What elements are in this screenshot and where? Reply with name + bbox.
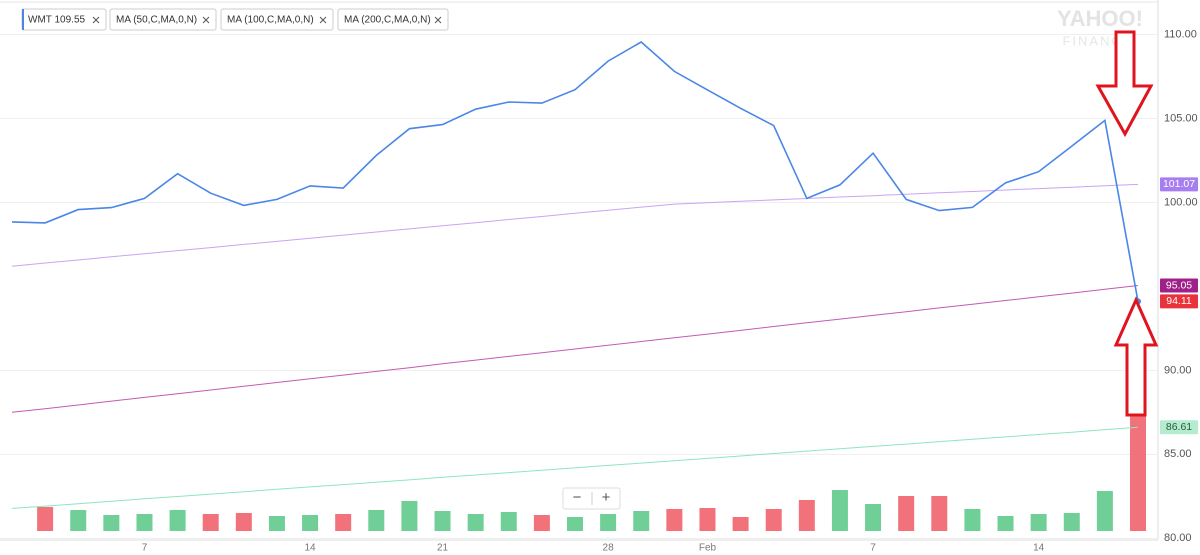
volume-bar — [401, 501, 418, 531]
legend-chip[interactable]: MA (50,C,MA,0,N) — [109, 8, 217, 31]
x-tick-label: 7 — [870, 543, 876, 554]
ma-line — [11, 285, 1139, 413]
volume-bar — [633, 511, 650, 531]
legend-label: MA (100,C,MA,0,N) — [227, 15, 314, 26]
zoom-out[interactable]: − — [573, 489, 582, 506]
badge-box — [1160, 420, 1198, 435]
volume-bar — [1030, 514, 1047, 531]
volume-bar — [434, 511, 451, 531]
volume-bar — [169, 510, 186, 531]
x-tick-label: 7 — [142, 543, 148, 554]
volume-bar — [136, 514, 153, 531]
badge-box — [1160, 278, 1198, 293]
volume-bar — [699, 508, 716, 531]
volume-bar — [931, 496, 948, 531]
x-tick-label: 14 — [1033, 543, 1045, 554]
annotation-arrow-down — [1095, 30, 1154, 138]
close-stroke — [319, 16, 327, 24]
volume-bar — [765, 509, 782, 531]
volume-bar — [103, 515, 120, 531]
y-tick-label: 85.00 — [1164, 448, 1192, 460]
chip-close[interactable] — [202, 16, 210, 24]
close-stroke — [92, 16, 100, 24]
volume-bar — [467, 514, 484, 531]
legend-label: MA (50,C,MA,0,N) — [116, 15, 197, 26]
badge-box — [1160, 294, 1198, 309]
x-tick-label: Feb — [699, 543, 717, 554]
x-tick-label: 28 — [603, 543, 615, 554]
volume-bar — [898, 496, 915, 531]
volume-bar — [865, 504, 882, 531]
volume-bar — [831, 490, 848, 531]
badge-label: 86.61 — [1166, 421, 1192, 433]
volume-bar — [70, 510, 87, 531]
volume-bar — [732, 517, 749, 531]
chip-box — [109, 8, 217, 31]
legend-label: MA (200,C,MA,0,N) — [344, 15, 431, 26]
price-line — [11, 41, 1139, 302]
volume-bar — [533, 515, 550, 531]
volume-bar — [1130, 400, 1146, 531]
volume-bar — [235, 513, 252, 531]
close-stroke — [202, 16, 210, 24]
volume-bar — [798, 500, 815, 531]
legend-chip[interactable]: WMT 109.55 — [21, 8, 107, 31]
legend-chip[interactable]: MA (100,C,MA,0,N) — [220, 8, 334, 31]
chip-box — [337, 8, 449, 31]
volume-bar — [500, 512, 517, 531]
y-tick-label: 110.00 — [1164, 28, 1197, 40]
volume-bar — [335, 514, 352, 531]
volume-bar — [202, 514, 219, 531]
badge-label: 94.11 — [1166, 295, 1192, 307]
zoom-control[interactable]: − + — [562, 487, 621, 510]
volume-bar — [567, 517, 583, 531]
ma-line — [11, 183, 1139, 267]
ma-line — [11, 426, 1139, 509]
annotation-arrow-up — [1113, 296, 1159, 417]
value-badge: 86.61 — [1160, 420, 1198, 435]
chip-close[interactable] — [434, 16, 442, 24]
chip-box — [220, 8, 334, 31]
volume-bar — [302, 515, 319, 531]
volume-bar — [997, 516, 1014, 531]
volume-bar — [268, 516, 285, 531]
value-badge: 95.05 — [1160, 278, 1198, 293]
volume-bar — [600, 514, 617, 531]
volume-bar — [1096, 491, 1113, 531]
value-badge: 101.07 — [1160, 177, 1198, 192]
watermark: FINANCE — [1062, 33, 1133, 48]
x-tick-label: 21 — [437, 543, 449, 554]
badge-label: 95.05 — [1166, 279, 1192, 291]
value-badge: 94.11 — [1160, 294, 1198, 309]
y-tick-label: 105.00 — [1164, 112, 1198, 124]
volume-bar — [964, 509, 981, 531]
badge-box — [1160, 177, 1198, 192]
chip-accent — [22, 9, 24, 30]
y-tick-label: 100.00 — [1164, 196, 1198, 208]
volume-bar — [37, 507, 54, 531]
legend-label: WMT 109.55 — [28, 15, 85, 26]
y-tick-label: 80.00 — [1164, 532, 1192, 544]
y-tick-label: 90.00 — [1164, 364, 1192, 376]
chip-close[interactable] — [92, 16, 100, 24]
chip-close[interactable] — [319, 16, 327, 24]
volume-bar — [666, 509, 683, 531]
volume-bar — [1063, 513, 1080, 531]
zoom-in[interactable]: + — [602, 489, 611, 506]
badge-label: 101.07 — [1163, 178, 1195, 190]
legend-chip[interactable]: MA (200,C,MA,0,N) — [337, 8, 449, 31]
close-stroke — [434, 16, 442, 24]
watermark: YAHOO! — [1057, 6, 1143, 31]
x-tick-label: 14 — [304, 543, 316, 554]
volume-bar — [368, 510, 385, 531]
